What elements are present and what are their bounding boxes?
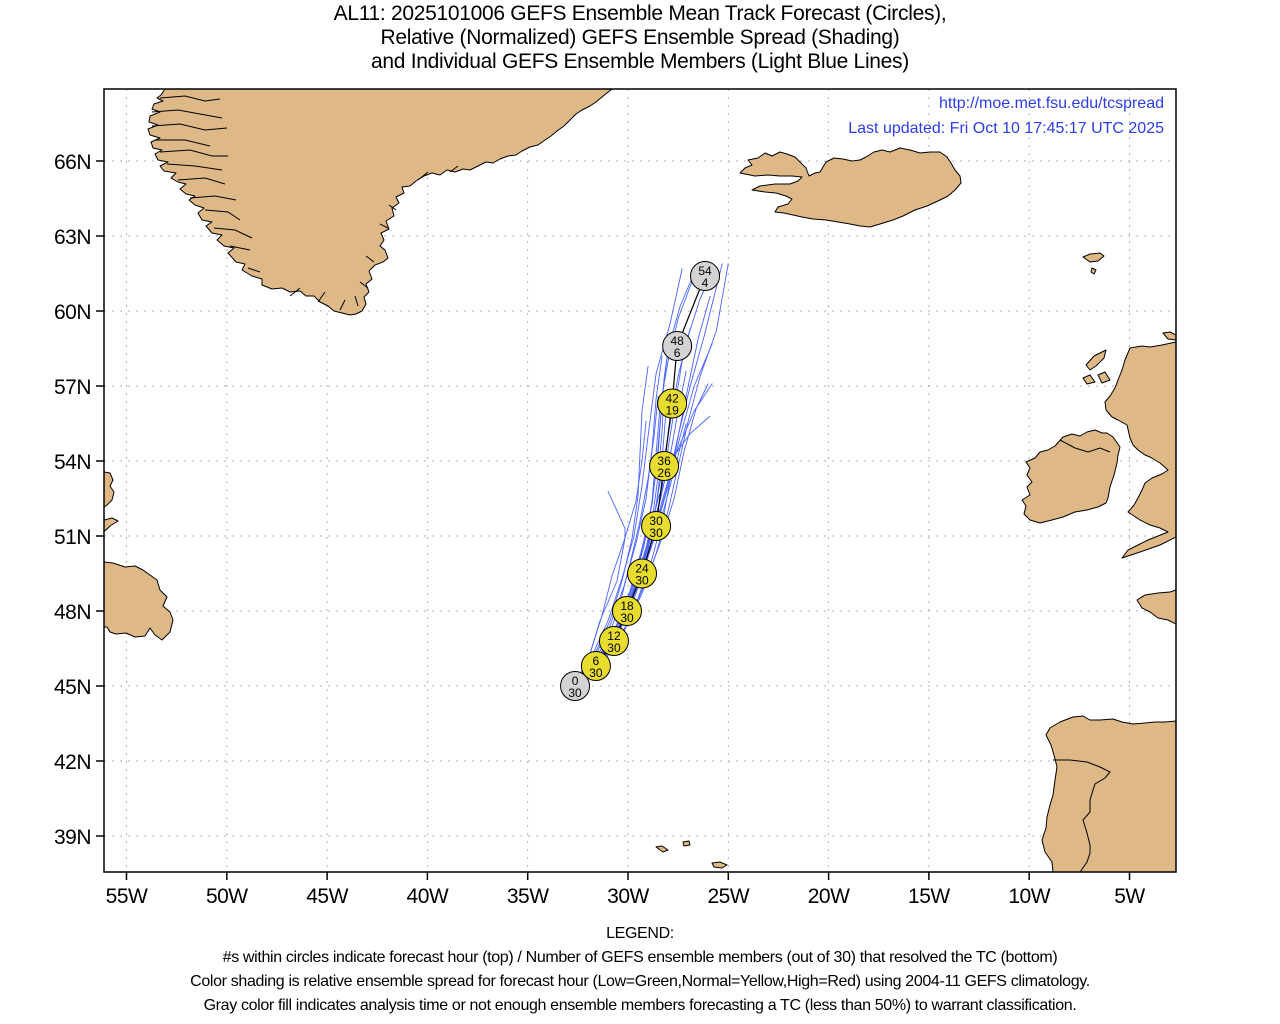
tick-label-lat: 54N: [54, 451, 91, 474]
tick-label-lon: 5W: [1114, 885, 1145, 908]
forecast-circle-marker: [560, 671, 591, 701]
land-faroe-islands: [1082, 252, 1105, 275]
forecast-circle-marker: [690, 261, 721, 291]
forecast-circle-marker: [580, 651, 611, 681]
land-scottish-isles: [1082, 331, 1176, 385]
tick-label-lon: 35W: [507, 885, 549, 908]
title-line-1: AL11: 2025101006 GEFS Ensemble Mean Trac…: [333, 2, 947, 25]
member-count-label: 30: [589, 666, 603, 680]
forecast-hour-label: 18: [620, 599, 634, 613]
forecast-hour-label: 42: [665, 392, 679, 406]
portugal-spain-border: [1053, 759, 1111, 872]
ensemble-member-track: [575, 355, 663, 684]
land-brittany: [1136, 589, 1176, 625]
land-iberia: [1041, 715, 1176, 872]
forecast-hour-label: 6: [593, 654, 600, 668]
land-newfoundland: [104, 561, 174, 641]
ensemble-member-track: [575, 420, 647, 684]
tick-label-lat: 39N: [54, 826, 91, 849]
land-ireland: [1021, 429, 1121, 524]
forecast-circle-marker: [627, 558, 658, 589]
tick-label-lat: 51N: [54, 526, 91, 549]
land-azores: [655, 840, 728, 869]
tick-label-lon: 30W: [607, 885, 649, 908]
tick-label-lon: 15W: [908, 885, 950, 908]
tick-label-lon: 45W: [306, 885, 348, 908]
forecast-circle-marker: [657, 388, 688, 419]
forecast-point-circle: 630: [580, 651, 611, 681]
member-count-label: 30: [649, 526, 663, 540]
member-count-label: 26: [657, 466, 671, 480]
forecast-hour-label: 0: [572, 674, 579, 688]
land-iceland: [739, 147, 962, 228]
tick-label-lat: 63N: [54, 226, 91, 249]
land-labrador: [104, 471, 119, 532]
member-count-label: 6: [674, 346, 681, 360]
tick-label-lon: 50W: [206, 885, 248, 908]
tick-label-lat: 42N: [54, 751, 91, 774]
land-greenland: [147, 89, 613, 316]
tick-label-lon: 40W: [407, 885, 449, 908]
mean-track-line: [574, 275, 706, 687]
forecast-circle-marker: [641, 511, 672, 541]
member-count-label: 30: [635, 574, 649, 588]
member-count-label: 30: [620, 611, 634, 625]
map-frame: [103, 88, 1177, 873]
ireland-border: [1059, 439, 1111, 453]
tick-label-lon: 20W: [808, 885, 850, 908]
legend-line-3: Gray color fill indicates analysis time …: [203, 997, 1077, 1014]
legend: LEGEND: #s within circles indicate forec…: [0, 922, 1280, 1018]
forecast-hour-label: 30: [649, 514, 663, 528]
forecast-hour-label: 48: [670, 334, 684, 348]
tick-label-lat: 60N: [54, 301, 91, 324]
title-line-3: and Individual GEFS Ensemble Members (Li…: [371, 50, 909, 73]
forecast-circle-marker: [649, 451, 680, 481]
tick-label-lat: 48N: [54, 601, 91, 624]
forecast-hour-label: 24: [635, 562, 649, 576]
tick-label-lat: 66N: [54, 151, 91, 174]
tick-label-lon: 25W: [707, 885, 749, 908]
legend-heading: LEGEND:: [606, 925, 674, 942]
tick-label-lon: 55W: [106, 885, 148, 908]
credits: http://moe.met.fsu.edu/tcspread Last upd…: [848, 91, 1164, 141]
forecast-circle-marker: [662, 331, 693, 361]
legend-line-1: #s within circles indicate forecast hour…: [222, 949, 1058, 966]
ensemble-member-track: [575, 365, 649, 684]
land-layer: [104, 89, 1176, 872]
member-count-label: 30: [607, 641, 621, 655]
chart-title: AL11: 2025101006 GEFS Ensemble Mean Trac…: [0, 2, 1280, 74]
tick-label-lat: 45N: [54, 676, 91, 699]
forecast-hour-label: 12: [607, 629, 621, 643]
forecast-circle-marker: [598, 626, 629, 656]
tick-label-lon: 10W: [1008, 885, 1050, 908]
greenland-fjords: [151, 95, 459, 311]
last-updated-text: Last updated: Fri Oct 10 17:45:17 UTC 20…: [848, 120, 1164, 137]
forecast-hour-label: 36: [657, 454, 671, 468]
forecast-hour-label: 54: [698, 264, 712, 278]
tick-label-lat: 57N: [54, 376, 91, 399]
axes: 55W 50W 45W 40W 35W 30W 25W 20W 15W 10W 5W39N42N45…: [54, 151, 1146, 908]
member-count-label: 19: [665, 404, 679, 418]
member-count-label: 4: [702, 276, 709, 290]
source-url-link[interactable]: http://moe.met.fsu.edu/tcspread: [938, 95, 1164, 112]
legend-line-2: Color shading is relative ensemble sprea…: [190, 973, 1090, 990]
forecast-circle-marker: [611, 596, 642, 626]
forecast-point-circle: 030: [560, 671, 591, 701]
forecast-point-circle: 486: [662, 331, 693, 361]
land-great-britain: [1104, 341, 1176, 559]
forecast-point-circle: 544: [690, 261, 721, 291]
title-line-2: Relative (Normalized) GEFS Ensemble Spre…: [380, 26, 900, 49]
member-count-label: 30: [568, 686, 582, 700]
